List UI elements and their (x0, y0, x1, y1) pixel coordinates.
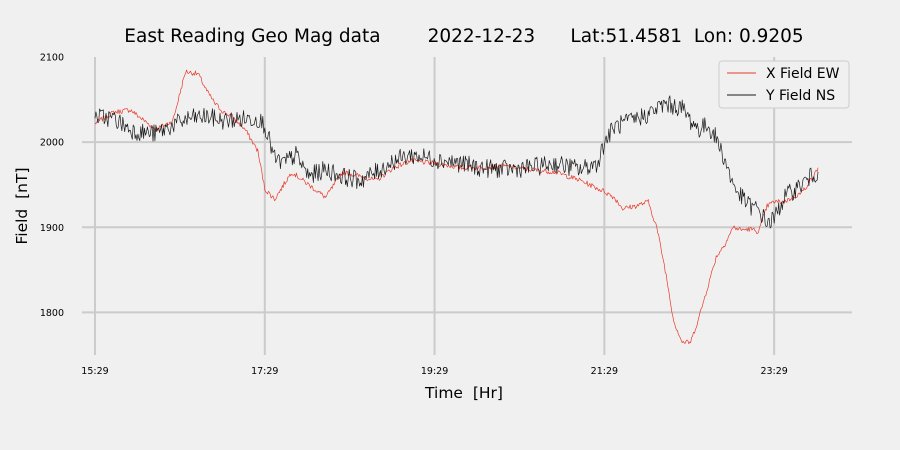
series-line-y-field (94, 95, 819, 229)
x-tick-label-1: 17:29 (251, 366, 278, 377)
x-tick-label-3: 21:29 (591, 366, 618, 377)
series-line-x-field (94, 69, 819, 345)
x-tick-label-0: 15:29 (81, 366, 108, 377)
y-tick-label-2000: 2000 (40, 138, 64, 149)
x-tick-label-2: 19:29 (421, 366, 448, 377)
legend: X Field EW Y Field NS (718, 60, 850, 109)
x-axis-label: Time [Hr] (424, 384, 503, 402)
ticks-layer: 1800 1900 2000 2100 15:29 17:29 19:29 21:29 23:2… (40, 53, 788, 378)
legend-label-x-field: X Field EW (766, 66, 840, 82)
y-tick-label-1800: 1800 (40, 308, 64, 319)
legend-label-y-field: Y Field NS (765, 88, 835, 104)
chart-title: East Reading Geo Mag data 2022-12-23 Lat… (124, 26, 803, 47)
x-tick-label-4: 23:29 (760, 366, 787, 377)
series-layer (94, 69, 819, 345)
y-axis-label: Field [nT] (13, 167, 31, 244)
y-tick-label-1900: 1900 (40, 223, 64, 234)
y-tick-label-2100: 2100 (40, 53, 64, 64)
